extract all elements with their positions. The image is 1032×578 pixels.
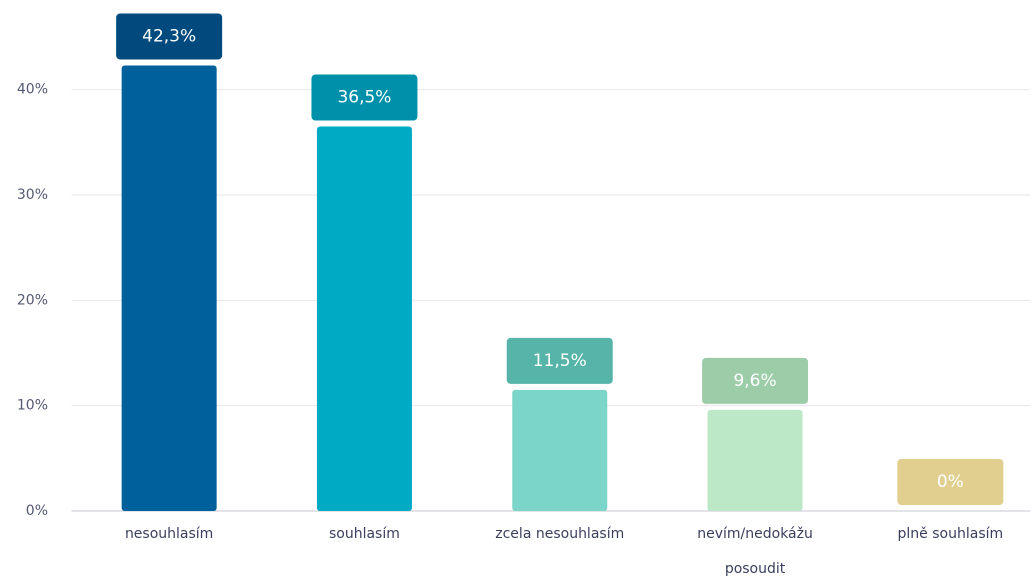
x-tick-label: nevím/nedokážu posoudit: [697, 526, 813, 577]
bar: [512, 389, 608, 511]
value-label: 36,5%: [337, 88, 391, 108]
value-label-box: [506, 337, 613, 384]
x-tick-label: souhlasím: [328, 526, 400, 542]
value-label-box: [116, 13, 223, 60]
value-label: 42,3%: [142, 26, 196, 46]
y-tick-label: 0%: [26, 503, 48, 519]
bar: [707, 409, 803, 511]
value-label-box: [702, 357, 809, 404]
y-tick-label: 20%: [17, 292, 48, 308]
value-label: 11,5%: [533, 351, 587, 371]
bar: [121, 65, 217, 511]
y-tick-label: 10%: [17, 398, 48, 414]
value-label-box: [897, 459, 1004, 505]
x-tick-label: nesouhlasím: [124, 526, 214, 542]
x-tick-label: zcela nesouhlasím: [495, 526, 625, 542]
value-label-box: [311, 74, 418, 121]
x-tick-label: plně souhlasím: [897, 526, 1004, 542]
bar: [316, 126, 412, 512]
value-label: 9,6%: [733, 371, 776, 391]
value-label: 0%: [937, 472, 964, 492]
y-tick-label: 30%: [17, 187, 48, 203]
y-tick-label: 40%: [17, 82, 48, 98]
